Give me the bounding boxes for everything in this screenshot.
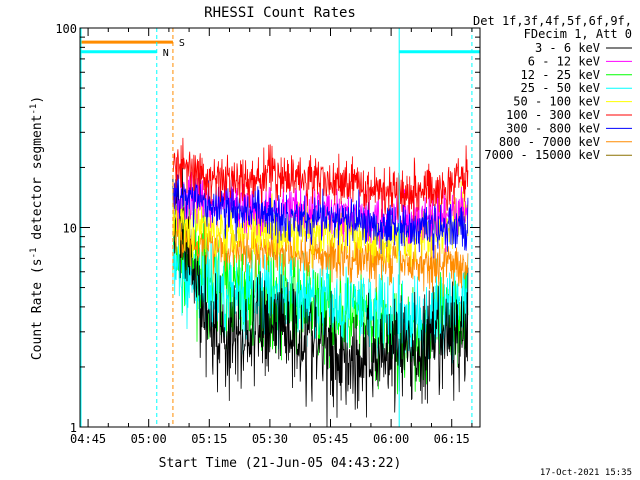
legend-label: 50 - 100 keV xyxy=(513,95,600,109)
legend-header-line-2: FDecim 1, Att 0 xyxy=(524,27,632,41)
series-line-3-6-kev xyxy=(172,167,469,428)
timestamp: 17-Oct-2021 15:35 xyxy=(540,468,632,478)
y-tick-label: 10 xyxy=(63,222,77,236)
series-line-800-7000-kev xyxy=(172,205,469,297)
y-tick-label: 100 xyxy=(55,22,77,36)
axes: 04:45 05:00 05:15 05:30 05:45 06:00 06:15 1 10 10… xyxy=(55,22,480,446)
legend-label: 25 - 50 keV xyxy=(521,81,600,95)
legend-header-line-1: Det 1f,3f,4f,5f,6f,9f, xyxy=(473,14,632,28)
x-tick-label: 04:45 xyxy=(70,432,106,446)
x-tick-label: 05:00 xyxy=(131,432,167,446)
legend: Det 1f,3f,4f,5f,6f,9f, FDecim 1, Att 0 3… xyxy=(473,14,632,162)
legend-label: 7000 - 15000 keV xyxy=(484,148,600,162)
legend-label: 100 - 300 keV xyxy=(506,108,600,122)
annotation-label-n: N xyxy=(163,48,169,59)
chart-title: RHESSI Count Rates xyxy=(204,5,356,21)
x-tick-label: 06:00 xyxy=(373,432,409,446)
x-tick-label: 06:15 xyxy=(434,432,470,446)
legend-label: 12 - 25 keV xyxy=(521,68,600,82)
x-axis-label: Start Time (21-Jun-05 04:43:22) xyxy=(159,456,402,471)
legend-label: 300 - 800 keV xyxy=(506,121,600,135)
series-line-100-300-kev xyxy=(172,137,469,221)
plot-area: SN xyxy=(80,28,480,428)
x-tick-label: 05:45 xyxy=(312,432,348,446)
legend-label: 6 - 12 keV xyxy=(528,54,600,68)
y-axis-label: Count Rate (s-1 detector segment-1) xyxy=(29,96,45,360)
x-tick-label: 05:15 xyxy=(191,432,227,446)
annotation-label-s: S xyxy=(179,38,185,49)
x-tick-label: 05:30 xyxy=(252,432,288,446)
legend-label: 800 - 7000 keV xyxy=(499,135,600,149)
legend-label: 3 - 6 keV xyxy=(535,41,600,55)
series-line-300-800-kev xyxy=(172,172,469,259)
y-tick-label: 1 xyxy=(70,421,77,435)
